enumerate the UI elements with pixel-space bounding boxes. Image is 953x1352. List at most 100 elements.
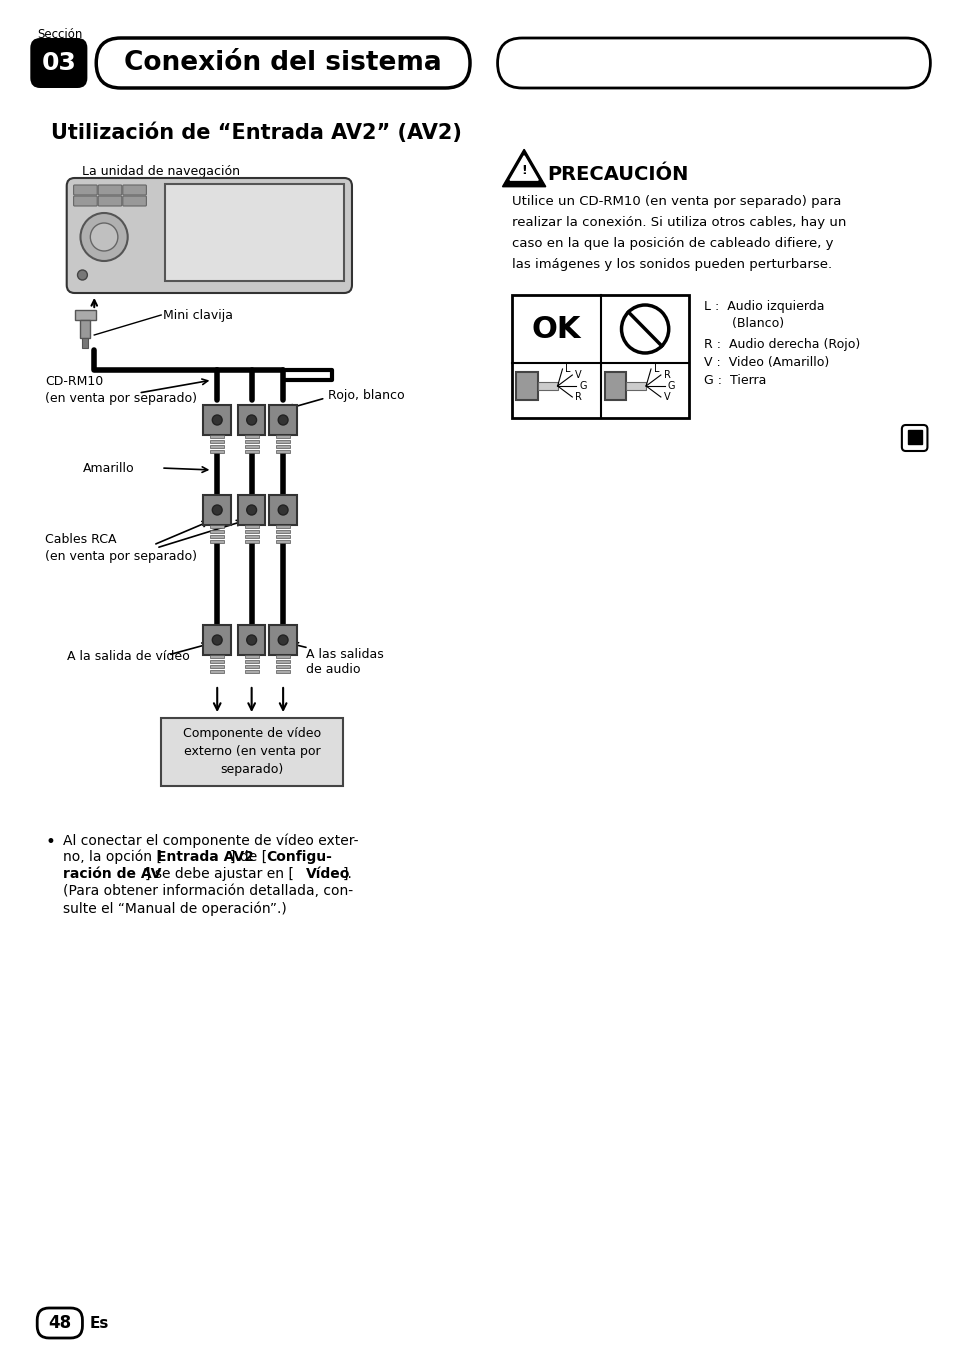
Text: Utilización de “Entrada AV2” (AV2): Utilización de “Entrada AV2” (AV2) (51, 123, 461, 143)
Circle shape (213, 635, 222, 645)
Bar (245, 525, 258, 529)
Text: G: G (667, 381, 675, 391)
Bar (245, 671, 258, 673)
Text: PRECAUCIÓN: PRECAUCIÓN (547, 165, 688, 184)
Text: •: • (45, 833, 55, 850)
Text: 48: 48 (49, 1314, 71, 1332)
Bar (237, 625, 265, 654)
Circle shape (77, 270, 88, 280)
Bar (210, 535, 224, 538)
Text: ] de [: ] de [ (230, 850, 267, 864)
Text: Vídeo: Vídeo (305, 867, 350, 882)
Bar (80, 320, 91, 338)
Bar (276, 539, 290, 544)
Bar (210, 445, 224, 448)
Circle shape (278, 506, 288, 515)
Bar (210, 660, 224, 662)
Bar (908, 433, 920, 443)
Bar (276, 665, 290, 668)
Text: sulte el “Manual de operación”.): sulte el “Manual de operación”.) (63, 900, 286, 915)
Text: L :  Audio izquierda
       (Blanco): L : Audio izquierda (Blanco) (703, 300, 823, 330)
Text: A las salidas
de audio: A las salidas de audio (305, 648, 383, 676)
Bar (245, 665, 258, 668)
Bar (210, 665, 224, 668)
Text: Amarillo: Amarillo (82, 461, 134, 475)
FancyBboxPatch shape (98, 196, 122, 206)
Bar (276, 435, 290, 438)
Polygon shape (502, 149, 545, 187)
Bar (245, 660, 258, 662)
Text: R: R (663, 370, 670, 380)
Bar (210, 671, 224, 673)
FancyBboxPatch shape (123, 185, 146, 195)
Bar (276, 439, 290, 443)
Bar (269, 495, 296, 525)
Bar (269, 625, 296, 654)
Circle shape (80, 214, 128, 261)
Bar (210, 654, 224, 658)
Text: G: G (578, 381, 586, 391)
Text: ración de AV: ración de AV (63, 867, 161, 882)
Text: (Para obtener información detallada, con-: (Para obtener información detallada, con… (63, 884, 353, 898)
Bar (537, 383, 557, 389)
Bar (165, 184, 344, 281)
FancyBboxPatch shape (123, 196, 146, 206)
Bar (210, 439, 224, 443)
Bar (276, 671, 290, 673)
Text: L: L (654, 364, 659, 375)
Text: R :  Audio derecha (Rojo): R : Audio derecha (Rojo) (703, 338, 860, 352)
Text: Utilice un CD-RM10 (en venta por separado) para
realizar la conexión. Si utiliza: Utilice un CD-RM10 (en venta por separad… (512, 195, 846, 270)
Bar (210, 450, 224, 453)
Bar (907, 430, 921, 443)
Bar (203, 495, 231, 525)
Bar (276, 450, 290, 453)
Bar (161, 718, 343, 786)
Bar (82, 338, 89, 347)
Circle shape (247, 635, 256, 645)
Text: ] se debe ajustar en [: ] se debe ajustar en [ (145, 867, 294, 882)
Bar (237, 406, 265, 435)
Circle shape (247, 506, 256, 515)
FancyBboxPatch shape (497, 38, 929, 88)
FancyBboxPatch shape (37, 1307, 82, 1338)
FancyBboxPatch shape (67, 178, 352, 293)
Bar (203, 625, 231, 654)
Bar (626, 383, 645, 389)
Text: Entrada AV2: Entrada AV2 (157, 850, 253, 864)
Bar (210, 539, 224, 544)
FancyBboxPatch shape (73, 185, 97, 195)
FancyBboxPatch shape (96, 38, 470, 88)
Text: V :  Video (Amarillo): V : Video (Amarillo) (703, 356, 828, 369)
Polygon shape (510, 155, 537, 180)
Bar (276, 535, 290, 538)
Text: Al conectar el componente de vídeo exter-: Al conectar el componente de vídeo exter… (63, 833, 358, 848)
Bar (245, 539, 258, 544)
Text: Es: Es (90, 1315, 109, 1330)
Text: R: R (575, 392, 581, 402)
Circle shape (213, 415, 222, 425)
Bar (269, 406, 296, 435)
Circle shape (213, 506, 222, 515)
Bar (276, 660, 290, 662)
FancyBboxPatch shape (98, 185, 122, 195)
Bar (276, 445, 290, 448)
Text: A la salida de vídeo: A la salida de vídeo (67, 650, 190, 664)
Bar (276, 525, 290, 529)
Text: ].: ]. (342, 867, 352, 882)
FancyBboxPatch shape (30, 38, 88, 88)
Bar (245, 535, 258, 538)
Text: OK: OK (531, 315, 580, 343)
Text: no, la opción [: no, la opción [ (63, 850, 161, 864)
Circle shape (278, 415, 288, 425)
Bar (210, 435, 224, 438)
Text: CD-RM10
(en venta por separado): CD-RM10 (en venta por separado) (45, 375, 197, 406)
Text: L: L (565, 364, 570, 375)
Circle shape (278, 635, 288, 645)
Text: V: V (575, 370, 581, 380)
Bar (210, 530, 224, 533)
FancyBboxPatch shape (73, 196, 97, 206)
Text: Configu-: Configu- (266, 850, 332, 864)
Bar (512, 295, 689, 418)
Circle shape (620, 306, 668, 353)
Circle shape (247, 415, 256, 425)
